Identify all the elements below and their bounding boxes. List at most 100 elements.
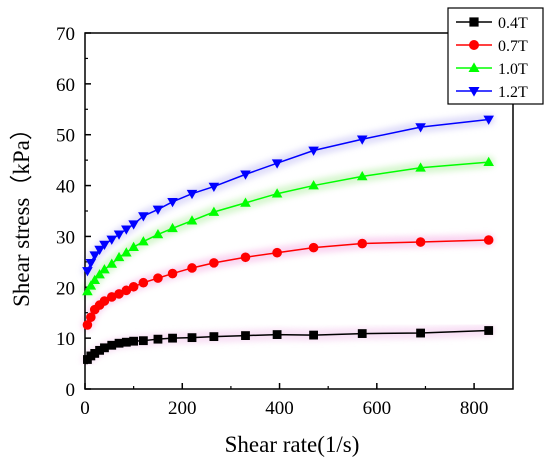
- data-point: [107, 340, 117, 350]
- data-point: [357, 329, 367, 338]
- data-point: [416, 328, 425, 338]
- data-point: [99, 296, 110, 306]
- series-line: [86, 161, 489, 292]
- data-point: [129, 336, 139, 346]
- data-point: [94, 245, 105, 256]
- data-point: [271, 159, 283, 169]
- axis-ticks: 0 200 400 600 800 0 10 20 30 40 50 60 70: [56, 24, 488, 419]
- data-point: [308, 242, 319, 253]
- series-layer: [82, 115, 494, 364]
- y-tick-label: 0: [66, 380, 76, 401]
- x-tick-label: 200: [168, 398, 197, 419]
- data-point: [128, 220, 139, 230]
- x-tick-label: 400: [265, 398, 294, 419]
- x-tick-label: 0: [80, 398, 90, 419]
- data-point: [272, 247, 282, 258]
- y-tick-label: 20: [56, 278, 75, 299]
- legend-item: 1.0T: [456, 61, 528, 78]
- data-point: [167, 268, 178, 279]
- data-point: [153, 273, 163, 283]
- data-point: [128, 281, 139, 292]
- data-point: [138, 277, 149, 288]
- data-point: [272, 330, 282, 339]
- legend-label: 0.7T: [498, 38, 528, 55]
- y-tick-label: 10: [56, 329, 75, 350]
- data-point: [85, 259, 97, 269]
- data-point: [153, 334, 163, 344]
- legend-marker: [468, 86, 480, 97]
- data-point: [85, 280, 97, 290]
- data-point: [113, 230, 125, 240]
- data-point: [114, 338, 124, 348]
- series-glow: [81, 156, 495, 298]
- data-point: [152, 228, 164, 239]
- data-point: [240, 252, 251, 263]
- data-point: [308, 180, 319, 190]
- data-point: [168, 333, 177, 343]
- data-point: [89, 251, 101, 261]
- data-point: [208, 206, 220, 216]
- x-axis-title: Shear rate(1/s): [225, 432, 360, 457]
- legend-label: 0.4T: [498, 15, 528, 32]
- data-point: [100, 343, 109, 353]
- data-point: [82, 285, 93, 296]
- legend-marker: [469, 17, 479, 27]
- x-tick-label: 800: [460, 398, 489, 419]
- data-point: [128, 241, 139, 251]
- legend-box: [447, 7, 544, 105]
- data-point: [240, 170, 251, 180]
- legend-item: 1.2T: [456, 84, 528, 101]
- legend-marker: [468, 40, 479, 51]
- data-point: [89, 274, 101, 285]
- data-point: [209, 332, 219, 342]
- legend-item: 0.4T: [456, 15, 528, 32]
- series-1-2T: [82, 115, 494, 277]
- data-point: [138, 336, 148, 346]
- data-point: [99, 240, 110, 250]
- data-point: [483, 235, 494, 245]
- data-point: [240, 197, 251, 207]
- data-point: [82, 267, 93, 277]
- data-point: [186, 189, 198, 200]
- data-point: [415, 237, 426, 247]
- data-point: [241, 331, 250, 341]
- data-point: [138, 212, 149, 222]
- data-point: [186, 215, 198, 225]
- legend-item: 0.7T: [456, 38, 528, 55]
- data-point: [121, 337, 131, 347]
- data-point: [138, 236, 149, 246]
- data-point: [209, 258, 219, 268]
- data-point: [167, 197, 178, 208]
- y-axis-title: Shear stress（kPa）: [9, 117, 34, 307]
- data-point: [357, 238, 368, 249]
- series-1-0T: [82, 156, 494, 296]
- legend: 0.4T 0.7T 1.0T 1.2T: [447, 7, 544, 105]
- data-point: [187, 263, 197, 273]
- data-point: [113, 251, 125, 262]
- data-point: [152, 205, 164, 215]
- series-0-7T: [82, 235, 494, 330]
- series-0-4T: [83, 326, 494, 364]
- data-point: [308, 146, 319, 156]
- data-point: [271, 188, 283, 198]
- data-point: [208, 182, 220, 192]
- data-point: [99, 264, 110, 274]
- data-point: [121, 225, 132, 235]
- x-tick-label: 600: [363, 398, 392, 419]
- data-point: [106, 258, 118, 268]
- y-tick-label: 30: [56, 227, 75, 248]
- data-point: [121, 247, 132, 257]
- data-point: [484, 326, 494, 335]
- data-point: [415, 162, 426, 172]
- legend-label: 1.2T: [498, 84, 528, 101]
- legend-marker: [468, 62, 480, 73]
- data-point: [309, 330, 318, 340]
- data-point: [167, 222, 178, 233]
- data-point: [356, 171, 368, 181]
- data-point: [356, 135, 368, 145]
- y-tick-label: 50: [56, 126, 75, 147]
- data-point: [187, 333, 197, 343]
- data-point: [483, 115, 494, 125]
- data-point: [86, 312, 96, 323]
